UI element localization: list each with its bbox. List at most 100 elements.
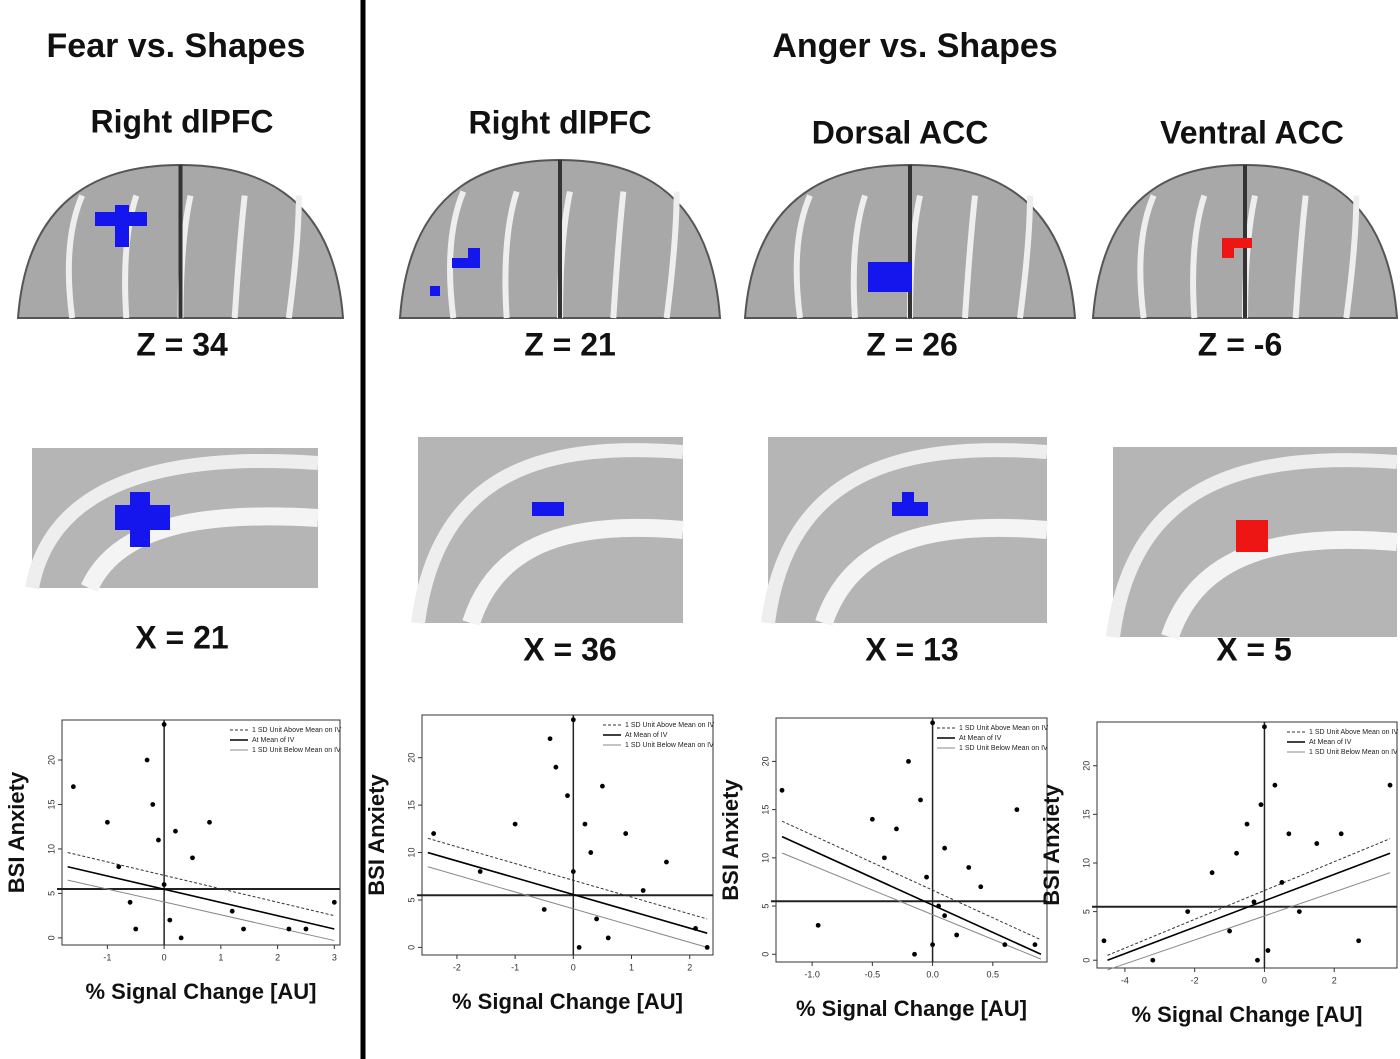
data-point xyxy=(512,821,518,827)
data-point xyxy=(1185,909,1191,915)
legend-label: 1 SD Unit Below Mean on IV xyxy=(959,745,1048,752)
callosum xyxy=(81,507,319,593)
data-point xyxy=(588,850,594,855)
data-point xyxy=(241,926,246,932)
activation xyxy=(468,248,480,268)
regression-line xyxy=(67,865,335,930)
activation xyxy=(902,492,914,506)
y-axis-label: BSI Anxiety xyxy=(1039,784,1064,906)
data-point xyxy=(190,855,195,861)
y-axis-label: BSI Anxiety xyxy=(4,771,29,893)
data-point xyxy=(1002,942,1008,948)
data-point xyxy=(1286,831,1292,837)
x-tick-label: 2 xyxy=(275,952,280,962)
x-tick-label: 3 xyxy=(332,952,337,962)
x-tick-label: 2 xyxy=(687,962,692,972)
activation xyxy=(430,286,440,296)
callosum xyxy=(462,518,684,626)
cortex xyxy=(1106,453,1398,638)
gyrus xyxy=(1017,195,1033,319)
y-tick-label: 0 xyxy=(1081,958,1091,963)
x-tick-label: 1 xyxy=(629,962,634,972)
x-tick-label: -1.0 xyxy=(804,969,820,979)
regression-line xyxy=(427,837,708,920)
data-point xyxy=(623,831,629,836)
y-tick-label: 15 xyxy=(46,799,56,809)
data-point xyxy=(570,717,576,723)
gyrus xyxy=(793,194,813,319)
regression-line xyxy=(1107,852,1391,961)
y-tick-label: 10 xyxy=(1081,858,1091,868)
data-point xyxy=(104,819,110,825)
data-point xyxy=(1101,938,1107,944)
data-point xyxy=(882,855,887,861)
data-point xyxy=(229,908,235,914)
y-tick-label: 0 xyxy=(46,935,56,940)
data-point xyxy=(570,869,576,874)
y-tick-label: 20 xyxy=(406,753,416,763)
legend-label: 1 SD Unit Below Mean on IV xyxy=(252,747,341,754)
legend-label: 1 SD Unit Below Mean on IV xyxy=(1309,749,1398,756)
cortex xyxy=(761,443,1048,624)
data-point xyxy=(815,922,821,928)
y-tick-label: 0 xyxy=(406,945,416,950)
plot-box xyxy=(775,717,1048,963)
data-point xyxy=(930,942,935,948)
x-tick-label: 0.0 xyxy=(926,969,939,979)
x-tick-label: 0 xyxy=(1262,975,1267,985)
data-point xyxy=(161,722,167,727)
data-point xyxy=(1314,841,1320,846)
legend-label: 1 SD Unit Above Mean on IV xyxy=(252,727,341,734)
y-tick-label: 10 xyxy=(406,848,416,858)
data-point xyxy=(547,736,553,742)
data-point xyxy=(1234,850,1239,856)
data-point xyxy=(664,859,669,865)
data-point xyxy=(150,802,156,807)
data-point xyxy=(1272,782,1278,788)
data-point xyxy=(954,932,960,938)
callosum xyxy=(815,518,1048,627)
x-tick-label: 0 xyxy=(162,952,167,962)
plot-box xyxy=(61,719,341,946)
y-axis-label: BSI Anxiety xyxy=(718,779,743,901)
gyrus xyxy=(1190,194,1208,319)
legend-label: 1 SD Unit Above Mean on IV xyxy=(1309,729,1398,736)
axial-label: Z = -6 xyxy=(1198,326,1282,362)
x-tick-label: 2 xyxy=(1332,975,1337,985)
y-tick-label: 5 xyxy=(1081,909,1091,914)
legend-label: At Mean of IV xyxy=(252,737,295,744)
x-tick-label: -1 xyxy=(103,952,111,962)
data-point xyxy=(178,935,184,941)
region-title: Ventral ACC xyxy=(1160,114,1344,150)
gyrus xyxy=(231,195,248,319)
data-point xyxy=(477,869,483,874)
legend-label: 1 SD Unit Above Mean on IV xyxy=(625,722,714,729)
y-tick-label: 10 xyxy=(46,844,56,854)
data-point xyxy=(207,819,212,825)
sagittal-label: X = 36 xyxy=(523,631,616,667)
gyrus xyxy=(962,195,978,319)
data-point xyxy=(1014,807,1020,813)
y-tick-label: 20 xyxy=(46,755,56,765)
data-point xyxy=(173,828,178,834)
data-point xyxy=(1255,957,1260,963)
legend-label: At Mean of IV xyxy=(625,732,668,739)
legend-label: 1 SD Unit Above Mean on IV xyxy=(959,725,1048,732)
gyrus xyxy=(285,195,302,319)
y-tick-label: 10 xyxy=(760,853,770,863)
cortex xyxy=(25,454,319,590)
activation xyxy=(892,502,928,516)
data-point xyxy=(303,926,309,932)
gyrus xyxy=(502,190,520,319)
data-point xyxy=(1251,899,1257,905)
gyrus xyxy=(1292,195,1309,319)
y-tick-label: 5 xyxy=(406,897,416,902)
data-point xyxy=(1265,948,1271,953)
cortex xyxy=(411,443,684,624)
regression-line xyxy=(67,852,335,917)
activation xyxy=(868,262,912,292)
data-point xyxy=(144,757,150,763)
data-point xyxy=(1258,802,1264,808)
data-point xyxy=(70,784,76,790)
